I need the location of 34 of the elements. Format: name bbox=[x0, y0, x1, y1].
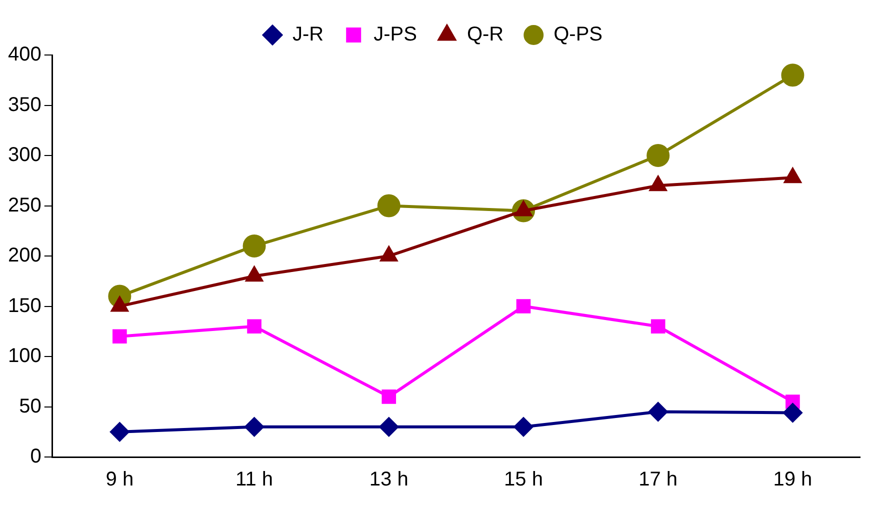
point bbox=[379, 417, 398, 436]
point bbox=[112, 329, 127, 344]
point bbox=[781, 64, 804, 87]
point bbox=[648, 402, 668, 422]
legend-label: J-R bbox=[292, 24, 324, 46]
y-tick-label: 350 bbox=[8, 94, 42, 116]
x-tick-label: 13 h bbox=[369, 468, 408, 491]
point bbox=[377, 194, 400, 218]
y-tick-label: 250 bbox=[8, 194, 42, 216]
y-tick-label: 50 bbox=[19, 395, 42, 418]
point bbox=[110, 422, 130, 442]
x-tick-label: 9 h bbox=[106, 468, 134, 491]
y-tick-label: 200 bbox=[8, 244, 42, 267]
y-tick-label: 300 bbox=[8, 144, 42, 166]
point bbox=[783, 403, 802, 422]
point bbox=[244, 417, 264, 436]
y-tick-label: 0 bbox=[30, 446, 42, 468]
y-tick-label: 100 bbox=[8, 345, 42, 368]
x-tick-label: 11 h bbox=[236, 468, 274, 491]
y-tick-label: 400 bbox=[8, 44, 42, 66]
x-tick-label: 15 h bbox=[504, 468, 543, 491]
point bbox=[646, 144, 670, 167]
legend-label: Q-PS bbox=[554, 24, 603, 46]
point bbox=[382, 390, 396, 404]
x-tick-label: 17 h bbox=[638, 468, 678, 491]
point bbox=[514, 417, 533, 436]
y-tick-label: 150 bbox=[8, 294, 42, 317]
point bbox=[650, 319, 666, 334]
x-tick-label: 19 h bbox=[773, 468, 812, 491]
point bbox=[247, 319, 262, 334]
legend-label: Q-R bbox=[466, 24, 504, 46]
point bbox=[516, 299, 531, 314]
legend-label: J-PS bbox=[374, 24, 417, 46]
point bbox=[242, 234, 266, 258]
